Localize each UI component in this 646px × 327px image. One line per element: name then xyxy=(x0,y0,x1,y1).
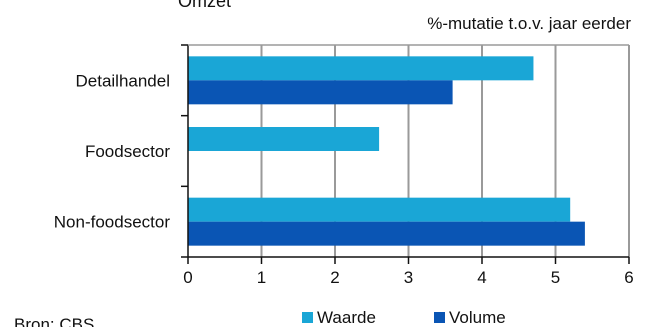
source-note: Bron: CBS xyxy=(14,315,94,327)
category-label: Foodsector xyxy=(85,142,170,161)
bar-foodsector-waarde xyxy=(188,127,380,151)
x-tick-label: 4 xyxy=(477,268,486,287)
legend-label-waarde: Waarde xyxy=(317,308,376,327)
x-tick-label: 6 xyxy=(624,268,633,287)
category-labels: Detailhandel Foodsector Non-foodsector xyxy=(54,71,171,231)
x-tick-labels: 0 1 2 3 4 5 6 xyxy=(183,268,633,287)
x-tick-label: 2 xyxy=(330,268,339,287)
bar-detailhandel-waarde xyxy=(188,56,534,81)
legend-swatch-waarde xyxy=(302,312,313,323)
bar-non-foodsector-waarde xyxy=(188,197,571,222)
bar-non-foodsector-volume xyxy=(188,221,585,246)
x-tick-label: 1 xyxy=(257,268,266,287)
x-tick-label: 0 xyxy=(183,268,192,287)
legend-swatch-volume xyxy=(434,312,445,323)
chart-title: Omzet xyxy=(178,0,231,11)
bar-detailhandel-volume xyxy=(188,80,453,105)
x-tick-label: 5 xyxy=(551,268,560,287)
legend: Waarde Volume xyxy=(302,308,506,327)
unit-label: %-mutatie t.o.v. jaar eerder xyxy=(427,14,631,33)
bars xyxy=(188,56,585,246)
category-label: Detailhandel xyxy=(75,71,170,90)
x-tick-label: 3 xyxy=(404,268,413,287)
legend-label-volume: Volume xyxy=(449,308,506,327)
axes xyxy=(181,44,630,264)
category-label: Non-foodsector xyxy=(54,213,171,232)
